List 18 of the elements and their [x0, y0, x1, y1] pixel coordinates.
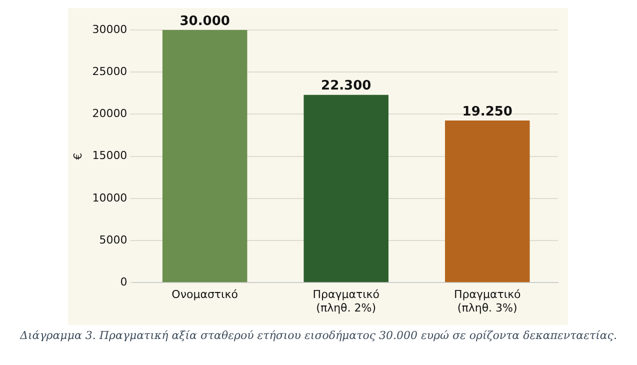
y-tick-label: 20000: [92, 107, 128, 120]
bar: [162, 30, 248, 282]
data-label: 30.000: [180, 14, 230, 29]
y-tick-label: 25000: [92, 64, 128, 78]
x-tick-label: Ονομαστικό: [172, 288, 238, 302]
y-axis-title: €: [71, 152, 84, 160]
y-tick-label: 10000: [92, 191, 128, 204]
bar: [304, 94, 388, 282]
x-tick-label: Πραγματικό (πληθ. 2%): [312, 288, 380, 314]
bar: [444, 120, 530, 282]
data-label: 22.300: [321, 78, 372, 94]
y-tick-label: 30000: [92, 22, 128, 36]
data-label: 19.250: [462, 104, 512, 120]
y-tick-label: 0: [120, 275, 128, 288]
text: Διάγραμμα 3. Πραγματική αξία σταθερού ετήσιου εισοδήματος 30.000 ευρώ σε ορίζοντα δεκαπενταετίας.: [18, 329, 618, 342]
y-tick-label: 5000: [99, 233, 128, 246]
y-tick-label: 15000: [92, 149, 128, 162]
x-tick-label: Πραγματικό (πληθ. 3%): [454, 288, 522, 314]
